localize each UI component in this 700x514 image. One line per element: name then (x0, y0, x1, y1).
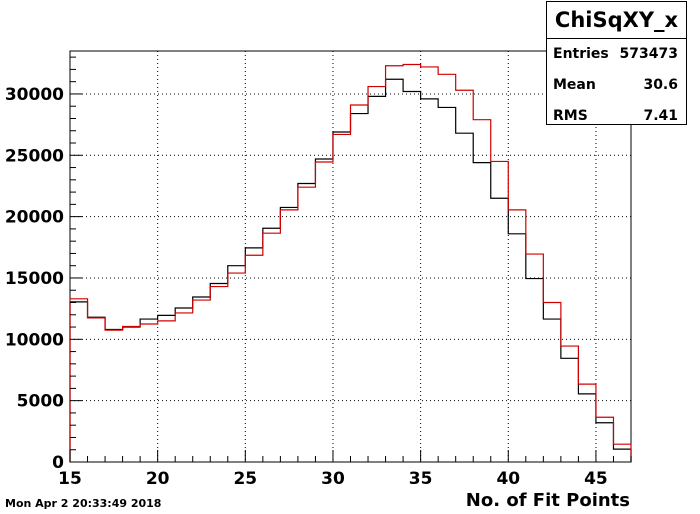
stats-value: 7.41 (643, 108, 678, 124)
stats-row-mean: Mean 30.6 (547, 70, 686, 101)
stats-row-rms: RMS 7.41 (547, 101, 686, 132)
histogram-series-2 (69, 63, 632, 462)
stats-key: Entries (553, 46, 609, 62)
stats-key: RMS (553, 108, 588, 124)
x-tick-label: 20 (146, 469, 170, 489)
x-tick-label: 35 (409, 469, 433, 489)
y-tick-label: 30000 (5, 85, 64, 105)
y-tick-label: 15000 (5, 269, 64, 289)
timestamp: Mon Apr 2 20:33:49 2018 (5, 497, 162, 510)
stats-box: ChiSqXY_x Entries 573473 Mean 30.6 RMS 7… (546, 1, 687, 125)
stats-value: 573473 (619, 46, 678, 62)
x-tick-label: 30 (321, 469, 345, 489)
y-tick-label: 25000 (5, 146, 64, 166)
stats-row-entries: Entries 573473 (547, 39, 686, 70)
x-tick-label: 25 (233, 469, 257, 489)
axes: 15 20 25 30 35 40 45 0 5000 10000 15000 20000 25000 3… (5, 56, 632, 489)
y-tick-label: 10000 (5, 330, 64, 350)
y-tick-label: 0 (52, 453, 64, 473)
x-axis-title: No. of Fit Points (465, 490, 630, 511)
stats-key: Mean (553, 77, 596, 93)
x-tick-label: 15 (58, 469, 82, 489)
series-layer (69, 63, 632, 462)
stats-value: 30.6 (643, 77, 678, 93)
y-tick-label: 5000 (17, 392, 64, 412)
x-tick-label: 40 (496, 469, 520, 489)
stats-title: ChiSqXY_x (547, 2, 686, 39)
y-tick-label: 20000 (5, 208, 64, 228)
x-tick-label: 45 (584, 469, 608, 489)
